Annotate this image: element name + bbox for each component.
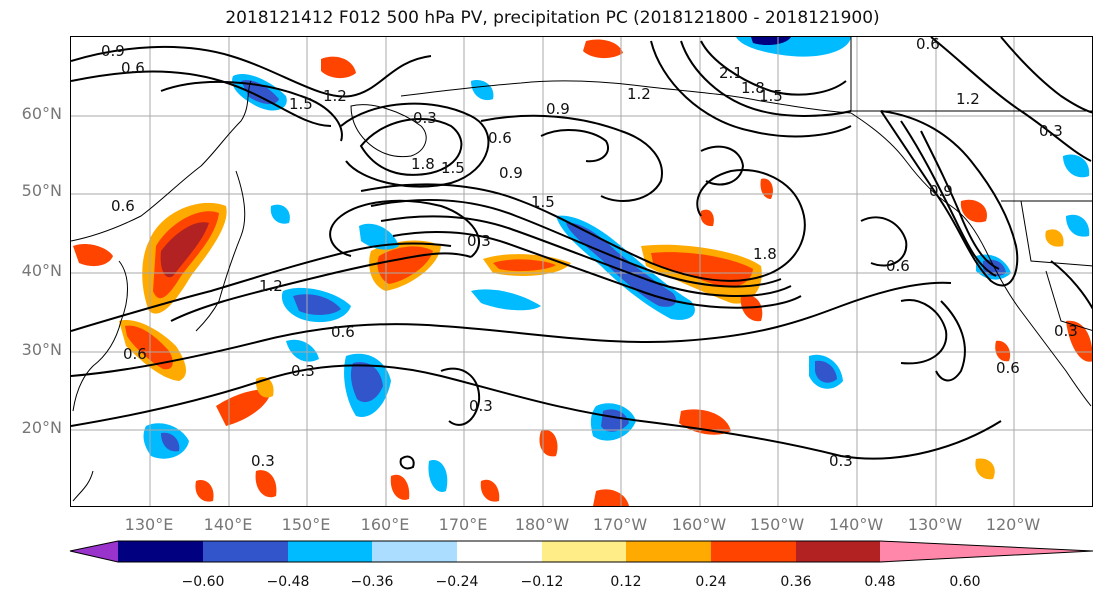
contour-label: 0.6 <box>916 37 940 53</box>
lon-label-160w: 160°W <box>671 515 727 534</box>
contour-label: 0.3 <box>829 452 853 470</box>
contour-label: 1.8 <box>411 155 435 173</box>
contour-label: 0.6 <box>123 345 147 363</box>
colorbar-outline <box>69 540 1094 563</box>
colorbar-segment <box>796 541 880 562</box>
lon-label-130e: 130°E <box>124 515 174 534</box>
contour-label: 2.1 <box>719 64 743 82</box>
colorbar-segment <box>203 541 288 562</box>
lon-label-180w: 180°W <box>514 515 570 534</box>
colorbar <box>69 540 1094 563</box>
colorbar-tick: 0.60 <box>949 574 981 590</box>
lat-label-60n: 60°N <box>21 104 62 123</box>
lon-label-150w: 150°W <box>749 515 805 534</box>
lat-label-30n: 30°N <box>21 340 62 359</box>
contour-label: 0.3 <box>1054 322 1078 340</box>
contour-label: 0.3 <box>291 362 315 380</box>
lat-label-50n: 50°N <box>21 181 62 200</box>
colorbar-segment <box>372 541 457 562</box>
colorbar-segment <box>118 541 203 562</box>
lat-label-20n: 20°N <box>21 418 62 437</box>
colorbar-tick: 0.36 <box>780 574 812 590</box>
colorbar-tick: 0.48 <box>864 574 896 590</box>
contour-label: 1.8 <box>741 79 765 97</box>
contour-label: 0.3 <box>251 452 275 470</box>
contour-label: 1.2 <box>259 277 283 295</box>
contour-label: 1.5 <box>531 193 555 211</box>
chart-title: 2018121412 F012 500 hPa PV, precipitatio… <box>225 8 880 28</box>
colorbar-tick: −0.48 <box>266 574 310 590</box>
colorbar-tick: −0.24 <box>435 574 479 590</box>
contour-label: 1.5 <box>289 95 313 113</box>
colorbar-segment <box>711 541 796 562</box>
contour-label: 0.6 <box>488 129 512 147</box>
contour-label: 0.6 <box>111 197 135 215</box>
contour-label: 0.3 <box>1039 122 1063 140</box>
contour-label: 0.6 <box>996 359 1020 377</box>
colorbar-segment <box>288 541 372 562</box>
lon-label-140e: 140°E <box>203 515 253 534</box>
contour-label: 1.5 <box>441 159 465 177</box>
lon-label-160e: 160°E <box>360 515 410 534</box>
coastlines <box>71 37 1092 502</box>
colorbar-tick: 0.12 <box>610 574 642 590</box>
colorbar-tick: 0.24 <box>695 574 727 590</box>
contour-label: 0.6 <box>886 257 910 275</box>
colorbar-tick: −0.36 <box>350 574 394 590</box>
colorbar-segment <box>542 541 626 562</box>
map-panel: 0.9 0.6 1.5 1.2 0.3 0.6 1.8 1.5 0.9 1.5 … <box>70 36 1093 507</box>
contour-label: 0.6 <box>121 59 145 77</box>
graticule <box>71 37 1092 506</box>
colorbar-segment <box>457 541 542 562</box>
lon-label-170w: 170°W <box>592 515 648 534</box>
map-svg: 0.9 0.6 1.5 1.2 0.3 0.6 1.8 1.5 0.9 1.5 … <box>71 37 1092 506</box>
contour-label: 1.2 <box>956 90 980 108</box>
colorbar-tick: −0.12 <box>520 574 564 590</box>
lon-label-120w: 120°W <box>985 515 1041 534</box>
contour-label: 0.9 <box>546 100 570 118</box>
contour-label: 0.6 <box>331 323 355 341</box>
contour-label: 1.5 <box>759 87 783 105</box>
colorbar-segment <box>70 541 118 562</box>
colorbar-segment <box>880 541 1093 562</box>
lon-label-150e: 150°E <box>281 515 331 534</box>
contour-label: 0.9 <box>499 164 523 182</box>
contour-label: 0.3 <box>413 109 437 127</box>
lat-label-40n: 40°N <box>21 261 62 280</box>
contour-label: 1.2 <box>323 87 347 105</box>
precip-negative-shading <box>143 37 1090 492</box>
pv-contours <box>71 37 1092 470</box>
colorbar-segment <box>626 541 711 562</box>
lon-label-170e: 170°E <box>438 515 488 534</box>
contour-label: 0.9 <box>929 182 953 200</box>
lon-label-140w: 140°W <box>828 515 884 534</box>
lon-label-130w: 130°W <box>907 515 963 534</box>
colorbar-tick: −0.60 <box>181 574 225 590</box>
contour-labels: 0.9 0.6 1.5 1.2 0.3 0.6 1.8 1.5 0.9 1.5 … <box>101 37 1078 470</box>
contour-label: 1.8 <box>753 245 777 263</box>
contour-label: 0.9 <box>101 42 125 60</box>
contour-label: 0.3 <box>469 397 493 415</box>
contour-label: 0.3 <box>467 232 491 250</box>
contour-label: 1.2 <box>627 85 651 103</box>
